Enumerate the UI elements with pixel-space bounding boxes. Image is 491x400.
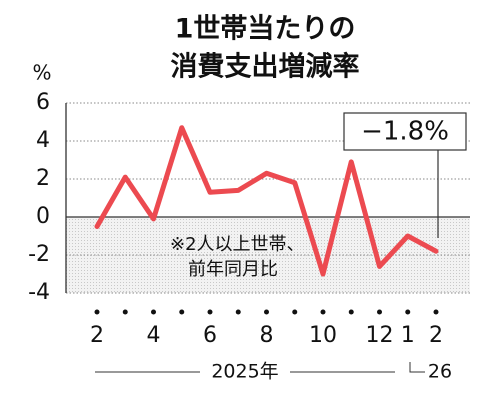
x-tick-dot: [320, 309, 326, 315]
x-tick-label: 4: [147, 323, 161, 348]
x-tick-label: 2: [429, 323, 443, 348]
y-unit: %: [32, 61, 51, 85]
y-tick-label: -2: [28, 242, 50, 267]
x-tick-dot: [122, 309, 128, 315]
chart-title: 1世帯当たりの: [175, 13, 356, 45]
annotation: −1.8%: [361, 117, 449, 147]
year-label: 26: [428, 361, 452, 383]
x-tick-dot: [94, 309, 100, 315]
y-tick-label: 0: [36, 204, 50, 229]
y-tick-label: 6: [36, 90, 50, 115]
x-tick-dot: [207, 309, 213, 315]
x-tick-label: 1: [401, 323, 415, 348]
note: ※2人以上世帯、: [170, 234, 305, 255]
year-bracket: [409, 362, 425, 373]
x-tick-label: 6: [203, 323, 217, 348]
y-tick-label: 2: [36, 166, 50, 191]
x-tick-dot: [433, 309, 439, 315]
x-tick-dot: [264, 309, 269, 315]
x-tick-dot: [151, 309, 156, 315]
y-tick-label: -4: [28, 280, 50, 305]
x-tick-dot: [179, 309, 185, 315]
year-label: 2025年: [211, 361, 278, 383]
x-tick-dot: [292, 309, 298, 315]
x-tick-label: 2: [90, 323, 104, 348]
chart-title: 消費支出増減率: [171, 51, 360, 83]
note: 前年同月比: [188, 259, 278, 280]
x-tick-dot: [405, 309, 411, 315]
x-tick-label: 12: [366, 323, 394, 348]
x-tick-dot: [377, 309, 382, 315]
data-line: [94, 125, 439, 277]
x-tick-label: 10: [309, 323, 337, 348]
y-tick-label: 4: [36, 128, 50, 153]
x-tick-dot: [235, 309, 241, 315]
x-tick-label: 8: [260, 323, 274, 348]
callout-box: [343, 112, 467, 151]
x-tick-dot: [348, 309, 354, 315]
